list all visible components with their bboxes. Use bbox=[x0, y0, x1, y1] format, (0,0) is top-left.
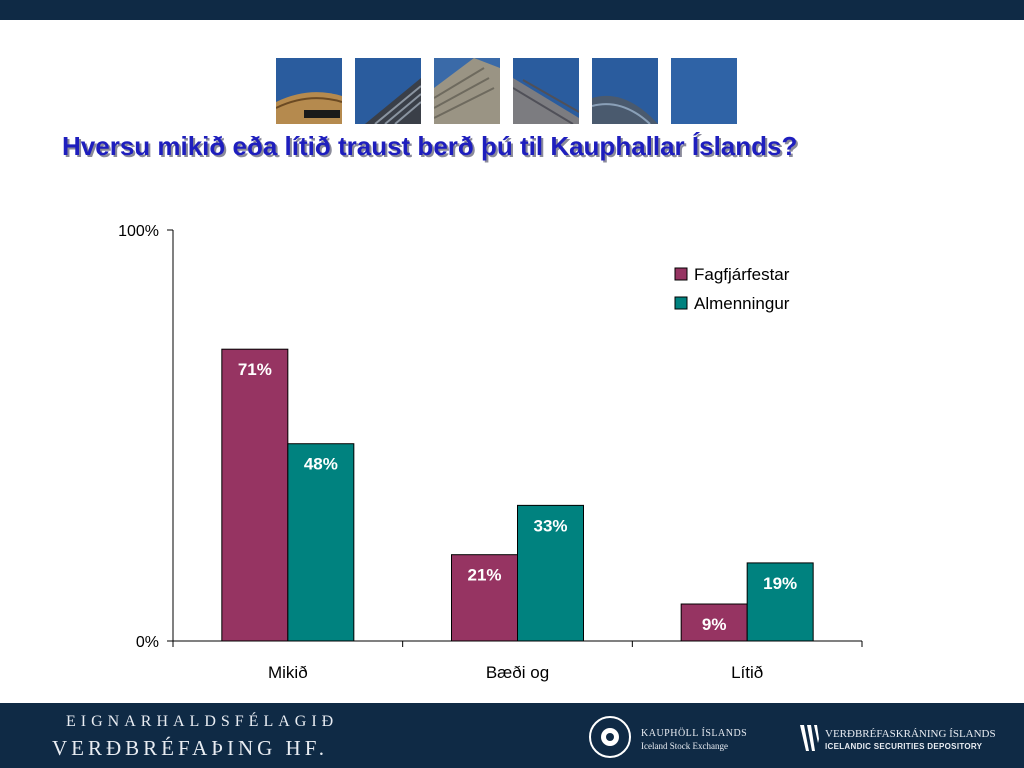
data-label: 9% bbox=[702, 615, 727, 634]
photo-strip bbox=[276, 58, 737, 124]
building-photo-6 bbox=[671, 58, 737, 124]
data-label: 19% bbox=[763, 574, 797, 593]
legend-swatch bbox=[674, 296, 688, 310]
bar bbox=[746, 562, 814, 642]
data-label: 48% bbox=[304, 455, 338, 474]
bar-chart: 0% 100% Mikið Bæði og Lítið 71% 48% 21% 33% 9% 19… bbox=[118, 223, 863, 682]
x-tick-label: Mikið bbox=[268, 663, 308, 682]
depository-subtitle: ICELANDIC SECURITIES DEPOSITORY bbox=[825, 742, 983, 751]
depository-logo-icon bbox=[800, 725, 819, 751]
chart-bars: 71% 48% 21% 33% 9% 19% bbox=[221, 348, 814, 642]
chart-legend: Fagfjárfestar Almenningur bbox=[674, 265, 790, 313]
building-photo-2 bbox=[355, 58, 421, 124]
building-photo-3 bbox=[434, 58, 500, 124]
legend-label: Fagfjárfestar bbox=[694, 265, 790, 284]
footer: EIGNARHALDSFÉLAGIÐ VERÐBRÉFAÞING HF. KAU… bbox=[0, 703, 1024, 768]
legend-swatch bbox=[674, 267, 688, 281]
top-bar bbox=[0, 0, 1024, 20]
exchange-subtitle: Iceland Stock Exchange bbox=[641, 741, 728, 751]
building-photo-1 bbox=[276, 58, 342, 124]
footer-brand-line2: VERÐBRÉFAÞING HF. bbox=[52, 736, 328, 760]
y-tick-label: 100% bbox=[118, 223, 159, 240]
bar bbox=[680, 603, 748, 642]
y-tick-label: 0% bbox=[136, 634, 159, 651]
building-photo-5 bbox=[592, 58, 658, 124]
exchange-logo-icon bbox=[589, 716, 631, 758]
footer-brand-line1: EIGNARHALDSFÉLAGIÐ bbox=[66, 713, 339, 730]
data-label: 33% bbox=[533, 516, 567, 535]
x-tick-label: Lítið bbox=[731, 663, 763, 682]
bar bbox=[517, 504, 584, 642]
slide-title: Hversu mikið eða lítið traust berð þú ti… bbox=[62, 131, 798, 161]
x-tick-label: Bæði og bbox=[486, 663, 549, 682]
bar bbox=[451, 554, 518, 642]
building-photo-4 bbox=[513, 58, 579, 124]
bar bbox=[221, 348, 289, 642]
data-label: 71% bbox=[238, 360, 272, 379]
legend-label: Almenningur bbox=[694, 294, 790, 313]
depository-name: VERÐBRÉFASKRÁNING ÍSLANDS bbox=[825, 728, 996, 740]
bar bbox=[287, 443, 355, 642]
exchange-name: KAUPHÖLL ÍSLANDS bbox=[641, 728, 748, 739]
data-label: 21% bbox=[467, 566, 501, 585]
